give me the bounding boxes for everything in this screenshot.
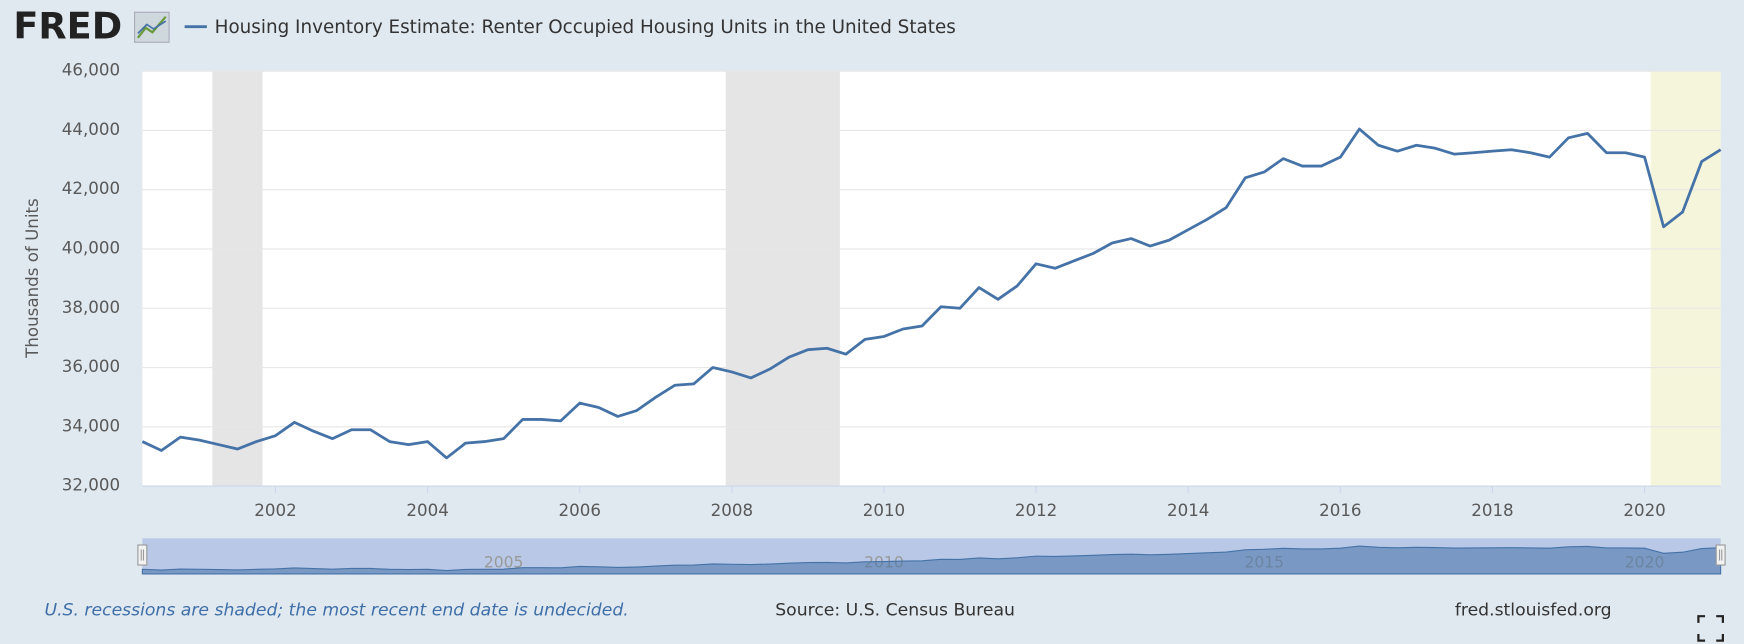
y-axis-label: Thousands of Units — [23, 198, 42, 359]
x-tick-label: 2006 — [559, 501, 601, 520]
recession-band — [212, 71, 263, 487]
data-line — [141, 127, 1722, 460]
y-tick-label: 44,000 — [62, 120, 120, 139]
y-tick-label: 42,000 — [62, 179, 120, 198]
y-tick-label: 46,000 — [62, 61, 120, 80]
x-tick-label: 2004 — [406, 501, 448, 520]
navigator-tick-label: 2005 — [484, 553, 524, 571]
x-tick-label: 2014 — [1167, 501, 1209, 520]
navigator-area — [141, 545, 1722, 575]
x-tick-label: 2002 — [254, 501, 296, 520]
x-tick-label: 2012 — [1015, 501, 1057, 520]
logo: FRED — [13, 4, 122, 47]
y-tick-label: 38,000 — [62, 298, 120, 317]
y-tick-label: 36,000 — [62, 357, 120, 376]
undecided-recession-band — [1650, 71, 1721, 487]
navigator-handle[interactable] — [1715, 544, 1726, 566]
y-tick-label: 32,000 — [62, 476, 120, 495]
x-tick-label: 2020 — [1623, 501, 1665, 520]
x-tick-label: 2018 — [1471, 501, 1513, 520]
fullscreen-button[interactable] — [1697, 615, 1724, 642]
logo-icon — [134, 11, 170, 43]
y-tick-label: 40,000 — [62, 238, 120, 257]
site-link[interactable]: fred.stlouisfed.org — [1455, 601, 1612, 621]
source: Source: U.S. Census Bureau — [775, 601, 1015, 621]
footnote: U.S. recessions are shaded; the most rec… — [44, 601, 628, 621]
x-tick-label: 2008 — [711, 501, 753, 520]
x-tick-label: 2010 — [863, 501, 905, 520]
y-tick-label: 34,000 — [62, 416, 120, 435]
navigator-handle[interactable] — [137, 544, 148, 566]
plot-area — [142, 71, 1721, 487]
legend-label: Housing Inventory Estimate: Renter Occup… — [215, 17, 956, 38]
recession-band — [725, 71, 840, 487]
x-tick-label: 2016 — [1319, 501, 1361, 520]
